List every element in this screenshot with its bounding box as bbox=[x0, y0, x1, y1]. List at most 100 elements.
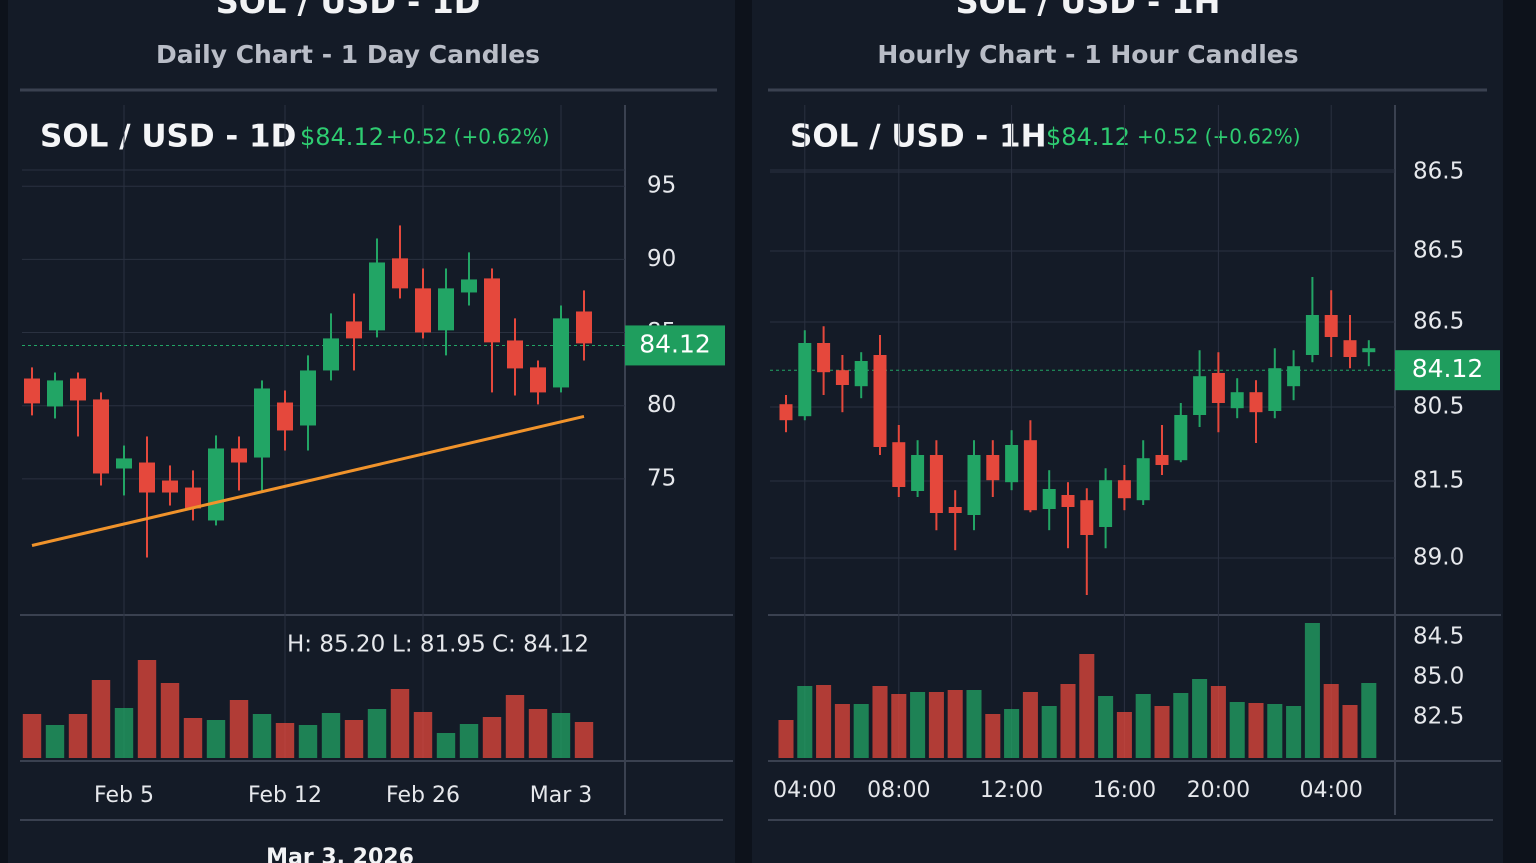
volume-bar bbox=[1267, 704, 1283, 758]
volume-bar bbox=[1248, 703, 1264, 758]
candle-body bbox=[892, 442, 906, 487]
volume-bar bbox=[1286, 706, 1302, 758]
ohlc-stat: H: 85.20 bbox=[287, 632, 385, 658]
candle-body bbox=[986, 455, 1000, 481]
x-tick-label: 04:00 bbox=[773, 778, 836, 803]
volume-bar bbox=[1098, 696, 1114, 758]
price: $84.12 bbox=[300, 123, 384, 151]
candle-body bbox=[1117, 480, 1131, 499]
panel-header: SOL / USD - 1D bbox=[216, 0, 481, 21]
candle-body bbox=[484, 278, 500, 343]
volume-bar bbox=[45, 725, 65, 758]
volume-bar bbox=[872, 686, 888, 758]
volume-bar bbox=[114, 708, 134, 758]
volume-bar bbox=[778, 720, 794, 758]
volume-bar bbox=[1304, 623, 1320, 758]
volume-bar bbox=[574, 722, 594, 758]
candle-body bbox=[116, 458, 132, 469]
candle-body bbox=[162, 480, 178, 493]
chart-title: SOL / USD - 1H bbox=[790, 119, 1047, 155]
candle-body bbox=[1099, 480, 1113, 527]
candle-body bbox=[208, 448, 224, 521]
volume-bar bbox=[966, 690, 982, 758]
volume-bar bbox=[1135, 694, 1151, 758]
volume-bar bbox=[1210, 686, 1226, 758]
trendline bbox=[31, 414, 585, 547]
volume-bar bbox=[183, 718, 203, 758]
candle-body bbox=[1005, 445, 1019, 483]
volume-bar bbox=[1192, 679, 1208, 758]
x-tick-label: Feb 12 bbox=[248, 783, 322, 808]
y-tick-label: 80 bbox=[647, 392, 676, 418]
volume-axis-label: 84.5 bbox=[1413, 624, 1464, 650]
x-tick-label: 04:00 bbox=[1299, 778, 1362, 803]
volume-bar bbox=[252, 714, 272, 758]
price-axis-label: 80.5 bbox=[1413, 394, 1464, 420]
candle-body bbox=[817, 343, 831, 373]
volume-bar bbox=[551, 713, 571, 758]
candle-body bbox=[1023, 440, 1037, 511]
candle-body bbox=[346, 321, 362, 339]
footer-date: Mar 3, 2026 bbox=[266, 845, 414, 863]
candle-body bbox=[1324, 315, 1338, 337]
candle-body bbox=[369, 262, 385, 331]
candle-body bbox=[1362, 348, 1376, 353]
volume-bar bbox=[206, 720, 226, 758]
volume-bar bbox=[390, 689, 410, 758]
price-badge bbox=[1395, 350, 1500, 391]
candle-body bbox=[779, 404, 793, 421]
volume-bar bbox=[816, 685, 832, 758]
volume-bar bbox=[985, 714, 1001, 758]
price-badge-label: 84.12 bbox=[1412, 354, 1484, 383]
volume-bar bbox=[229, 700, 249, 758]
candle-body bbox=[277, 402, 293, 431]
price-badge bbox=[625, 325, 725, 366]
volume-bar bbox=[1361, 683, 1377, 758]
volume-bar bbox=[910, 692, 926, 758]
volume-bar bbox=[137, 660, 157, 758]
volume-bar bbox=[528, 709, 548, 758]
candle-body bbox=[438, 288, 454, 331]
candle-body bbox=[948, 507, 962, 513]
volume-axis-label: 82.5 bbox=[1413, 704, 1464, 730]
volume-bar bbox=[1079, 654, 1095, 758]
price-axis-label: 81.5 bbox=[1413, 468, 1464, 494]
volume-bar bbox=[436, 733, 456, 758]
candle-body bbox=[929, 455, 943, 513]
volume-axis-label: 85.0 bbox=[1413, 664, 1464, 690]
volume-bar bbox=[482, 717, 502, 758]
candle-body bbox=[300, 370, 316, 426]
volume-bar bbox=[928, 692, 944, 758]
candle-body bbox=[1193, 376, 1207, 415]
volume-bar bbox=[68, 714, 88, 758]
candle-body bbox=[835, 370, 849, 385]
candle-body bbox=[1174, 415, 1188, 461]
candle-body bbox=[1249, 392, 1263, 413]
candle-body bbox=[530, 367, 546, 393]
y-tick-label: 90 bbox=[647, 246, 676, 272]
volume-bar bbox=[1022, 692, 1038, 758]
ohlc-stat: L: 81.95 bbox=[392, 632, 486, 658]
panel-subtitle: Hourly Chart - 1 Hour Candles bbox=[877, 40, 1298, 69]
volume-bar bbox=[91, 680, 111, 758]
volume-bar bbox=[413, 712, 433, 758]
candle-body bbox=[70, 378, 86, 401]
panel-subtitle: Daily Chart - 1 Day Candles bbox=[156, 40, 540, 69]
candle-body bbox=[1305, 315, 1319, 355]
x-tick-label: Feb 26 bbox=[386, 783, 460, 808]
candle-body bbox=[93, 399, 109, 474]
volume-bar bbox=[1229, 702, 1245, 758]
price: $84.12 bbox=[1046, 123, 1130, 151]
volume-bar bbox=[1342, 705, 1358, 758]
candle-body bbox=[576, 311, 592, 344]
candle-body bbox=[323, 338, 339, 371]
candle-body bbox=[47, 380, 63, 407]
price-axis-label: 86.5 bbox=[1413, 309, 1464, 335]
candle-body bbox=[1080, 500, 1094, 535]
candle-body bbox=[392, 258, 408, 289]
volume-bar bbox=[367, 709, 387, 758]
candle-body bbox=[139, 462, 155, 493]
candle-body bbox=[1042, 489, 1056, 509]
price-axis-label: 86.5 bbox=[1413, 238, 1464, 264]
